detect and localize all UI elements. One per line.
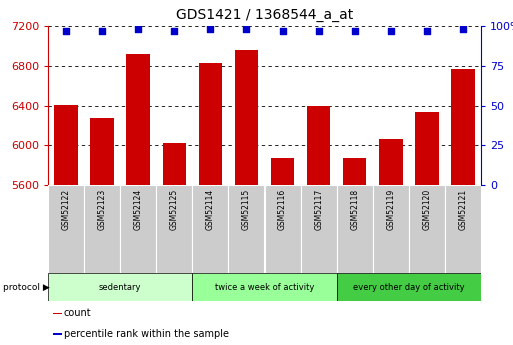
- Bar: [379, 139, 403, 185]
- Bar: [163, 143, 186, 185]
- Text: GSM52121: GSM52121: [459, 188, 467, 230]
- Bar: [192, 273, 337, 301]
- Point: [206, 27, 214, 32]
- Bar: [415, 112, 439, 185]
- Text: every other day of activity: every other day of activity: [353, 283, 465, 292]
- Text: GSM52117: GSM52117: [314, 188, 323, 230]
- Bar: [343, 158, 366, 185]
- Bar: [265, 185, 301, 273]
- Point: [423, 28, 431, 33]
- Text: GSM52116: GSM52116: [278, 188, 287, 230]
- Point: [170, 28, 179, 33]
- Point: [98, 28, 106, 33]
- Bar: [90, 118, 114, 185]
- Bar: [127, 54, 150, 185]
- Point: [387, 28, 395, 33]
- Bar: [271, 158, 294, 185]
- Bar: [409, 185, 445, 273]
- Bar: [307, 106, 330, 185]
- Text: GSM52118: GSM52118: [350, 188, 359, 230]
- Bar: [156, 185, 192, 273]
- Text: count: count: [64, 308, 91, 318]
- Bar: [235, 50, 258, 185]
- Bar: [451, 69, 475, 185]
- Bar: [84, 185, 120, 273]
- Text: sedentary: sedentary: [99, 283, 142, 292]
- Text: twice a week of activity: twice a week of activity: [215, 283, 314, 292]
- Text: GSM52124: GSM52124: [134, 188, 143, 230]
- Bar: [192, 185, 228, 273]
- Point: [459, 27, 467, 32]
- Text: GSM52122: GSM52122: [62, 188, 71, 230]
- Point: [279, 28, 287, 33]
- Point: [314, 28, 323, 33]
- Text: protocol ▶: protocol ▶: [3, 283, 49, 292]
- Bar: [120, 185, 156, 273]
- Bar: [53, 333, 62, 335]
- Title: GDS1421 / 1368544_a_at: GDS1421 / 1368544_a_at: [176, 8, 353, 22]
- Point: [134, 27, 142, 32]
- Text: percentile rank within the sample: percentile rank within the sample: [64, 329, 229, 339]
- Bar: [54, 105, 78, 185]
- Text: GSM52123: GSM52123: [97, 188, 107, 230]
- Point: [350, 28, 359, 33]
- Text: GSM52114: GSM52114: [206, 188, 215, 230]
- Bar: [337, 185, 373, 273]
- Point: [62, 28, 70, 33]
- Text: GSM52120: GSM52120: [422, 188, 431, 230]
- Text: GSM52119: GSM52119: [386, 188, 396, 230]
- Point: [242, 27, 250, 32]
- Bar: [48, 273, 192, 301]
- Bar: [445, 185, 481, 273]
- Bar: [337, 273, 481, 301]
- Bar: [373, 185, 409, 273]
- Bar: [228, 185, 265, 273]
- Text: GSM52125: GSM52125: [170, 188, 179, 230]
- Text: GSM52115: GSM52115: [242, 188, 251, 230]
- Bar: [48, 185, 84, 273]
- Bar: [199, 63, 222, 185]
- Bar: [53, 313, 62, 314]
- Bar: [301, 185, 337, 273]
